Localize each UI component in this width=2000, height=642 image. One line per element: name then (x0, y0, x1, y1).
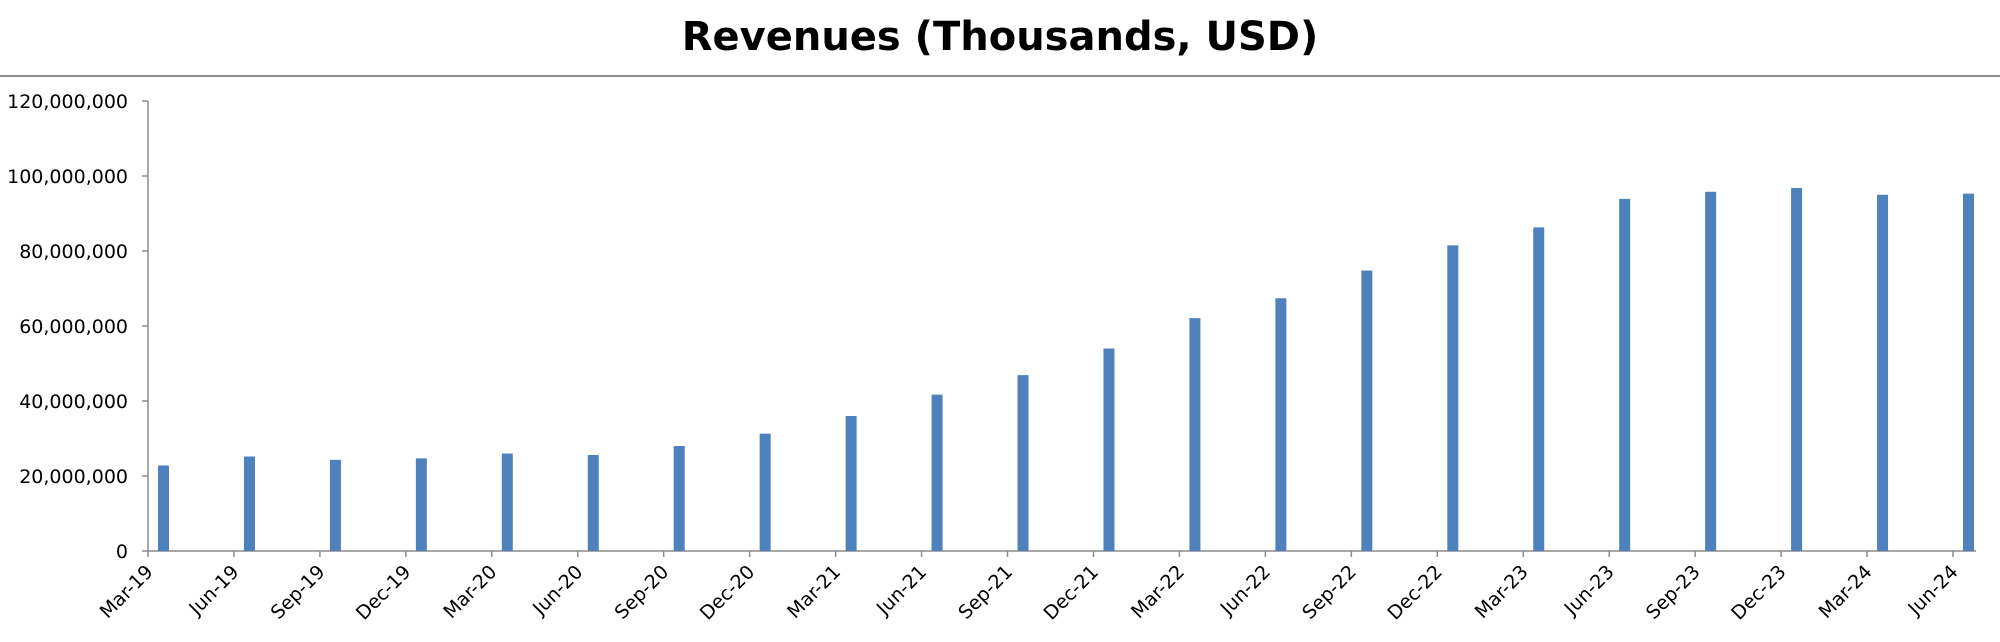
y-tick-label: 20,000,000 (19, 466, 128, 488)
x-tick-label: Jun-24 (1903, 561, 1962, 620)
bar (1017, 375, 1029, 551)
bar (1963, 193, 1974, 551)
y-tick-label: 60,000,000 (19, 316, 128, 338)
bar (759, 433, 771, 551)
x-tick-label: Dec-22 (1383, 561, 1447, 625)
bar (415, 458, 427, 551)
x-tick-label: Sep-19 (267, 561, 330, 624)
x-tick-label: Jun-21 (872, 561, 931, 620)
bar (1877, 194, 1889, 551)
x-tick-label: Mar-19 (96, 561, 158, 623)
x-tick-label: Mar-24 (1815, 561, 1877, 623)
bar (1447, 245, 1459, 551)
bar (158, 465, 169, 551)
bar (1705, 191, 1717, 551)
x-tick-label: Dec-20 (696, 561, 760, 625)
bar (329, 459, 341, 551)
x-tick-label: Mar-20 (439, 561, 501, 623)
bar (673, 446, 685, 551)
y-tick-label: 80,000,000 (19, 241, 128, 263)
x-tick-label: Mar-21 (783, 561, 845, 623)
x-tick-label: Jun-23 (1560, 561, 1619, 620)
y-tick-label: 40,000,000 (19, 391, 128, 413)
x-tick-label: Mar-23 (1471, 561, 1533, 623)
chart-title: Revenues (Thousands, USD) (681, 14, 1319, 60)
bar (845, 416, 857, 551)
bar (501, 453, 513, 551)
bar (1103, 348, 1115, 551)
bar (1533, 227, 1545, 551)
x-tick-label: Mar-22 (1127, 561, 1189, 623)
bar (243, 456, 255, 551)
bar (1361, 270, 1373, 551)
x-tick-label: Sep-20 (610, 561, 673, 624)
x-tick-label: Dec-19 (352, 561, 416, 625)
y-tick-label: 120,000,000 (7, 91, 128, 113)
x-tick-label: Jun-22 (1216, 561, 1275, 620)
x-tick-label: Sep-21 (954, 561, 1017, 624)
x-tick-label: Jun-19 (184, 561, 243, 620)
bar (587, 455, 599, 551)
x-tick-label: Dec-23 (1727, 561, 1791, 625)
y-tick-label: 100,000,000 (7, 166, 128, 188)
x-tick-label: Sep-23 (1642, 561, 1705, 624)
title-divider (0, 75, 2000, 77)
bar (1791, 188, 1803, 551)
bar (931, 394, 943, 551)
x-tick-label: Jun-20 (528, 561, 587, 620)
x-tick-label: Sep-22 (1298, 561, 1361, 624)
x-tick-label: Dec-21 (1040, 561, 1104, 625)
bar (1189, 318, 1201, 551)
bar (1275, 298, 1287, 551)
bar (1619, 198, 1631, 551)
y-tick-label: 0 (116, 541, 128, 563)
